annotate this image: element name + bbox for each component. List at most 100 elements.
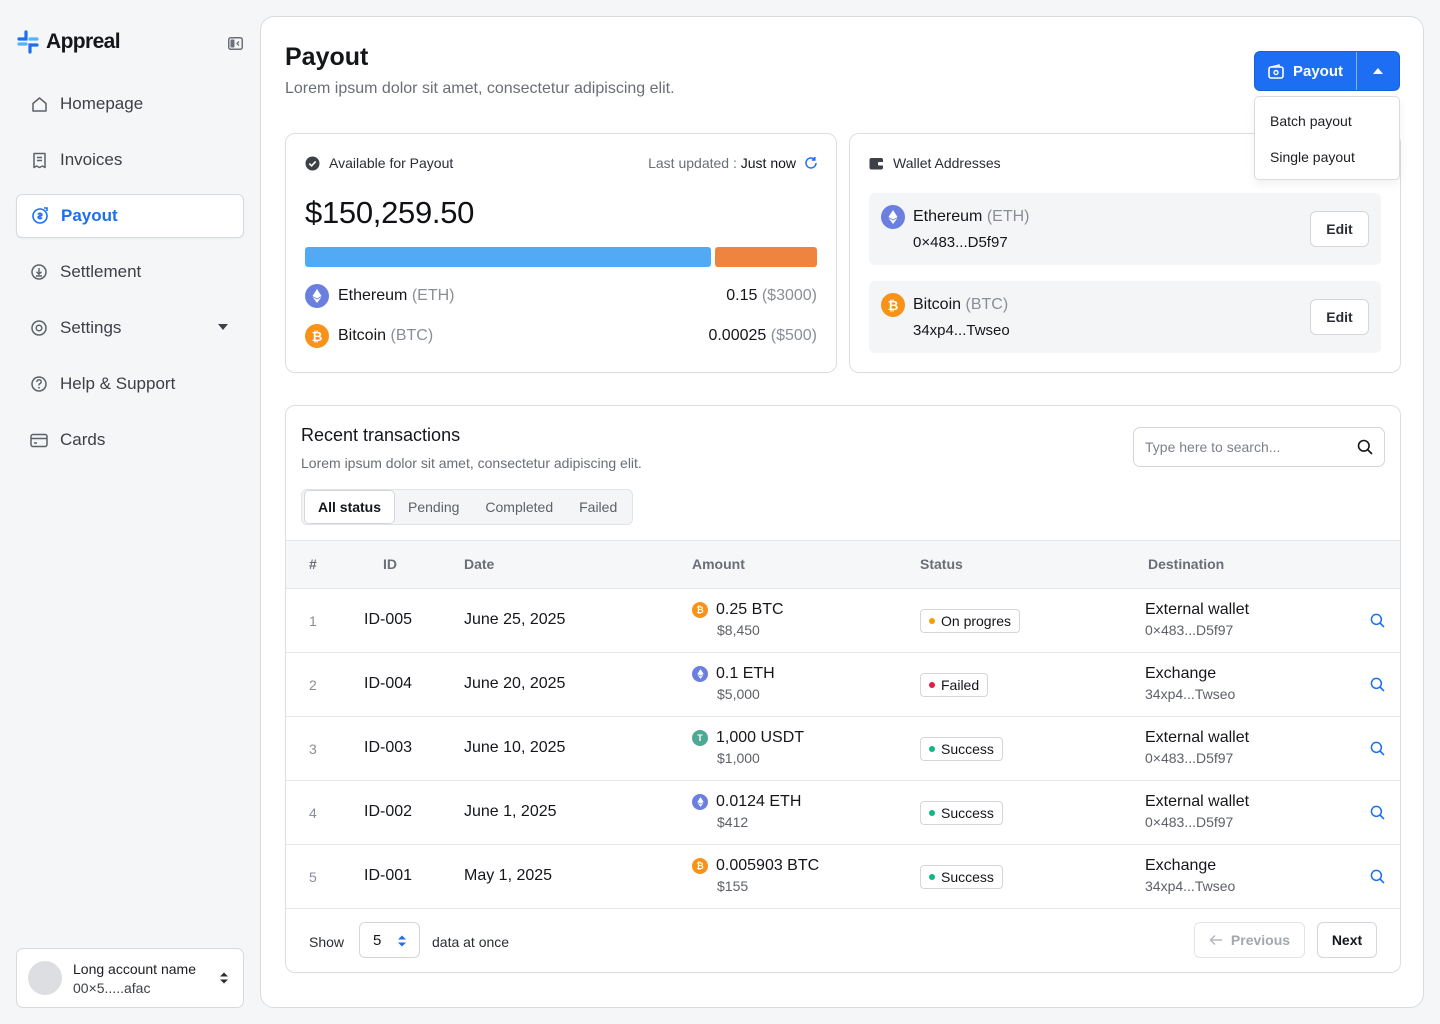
destination-name: Exchange	[1145, 857, 1217, 874]
search-input[interactable]	[1145, 439, 1345, 455]
amount-crypto: 0.0124 ETH	[716, 793, 802, 810]
coin-name: Bitcoin	[338, 327, 387, 344]
wallet-item-btc: ₿ Bitcoin (BTC) 34xp4...Twseo Edit	[869, 281, 1381, 353]
view-details-icon[interactable]	[1370, 613, 1385, 633]
page-subtitle: Lorem ipsum dolor sit amet, consectetur …	[285, 80, 675, 97]
column-header-date: Date	[464, 556, 495, 572]
view-details-icon[interactable]	[1370, 869, 1385, 889]
sidebar-item-help[interactable]: Help & Support	[16, 362, 244, 406]
sidebar: Appreal Homepage Invoices Payout	[0, 0, 260, 1024]
transaction-destination: External wallet 0×483...D5f97	[1145, 729, 1249, 766]
recent-transactions-card: Recent transactions Lorem ipsum dolor si…	[285, 405, 1401, 973]
row-number: 5	[309, 869, 317, 885]
available-amount: $150,259.50	[305, 195, 475, 230]
available-label: Available for Payout	[329, 155, 454, 171]
tab-all-status[interactable]: All status	[304, 490, 396, 524]
check-circle-icon	[305, 156, 320, 170]
refresh-icon[interactable]	[804, 156, 818, 170]
coin-ticker: (ETH)	[411, 287, 455, 304]
column-header-id: ID	[383, 556, 397, 572]
table-row[interactable]: 3 ID-003 June 10, 2025 T 1,000 USDT $1,000 Suc…	[286, 717, 1400, 781]
search-box	[1133, 427, 1385, 467]
sidebar-item-invoices[interactable]: Invoices	[16, 138, 244, 182]
wallet-ticker: (BTC)	[965, 296, 1009, 313]
amount-crypto: 0.1 ETH	[716, 665, 775, 682]
tab-failed[interactable]: Failed	[579, 499, 618, 515]
status-tabs: All status Pending Completed Failed	[301, 489, 634, 525]
chevron-up-icon[interactable]	[1357, 52, 1399, 90]
chevron-up-down-icon	[398, 935, 406, 947]
btc-bar-segment	[715, 247, 817, 267]
status-dot	[929, 682, 935, 688]
column-header-status: Status	[920, 556, 963, 572]
edit-wallet-button[interactable]: Edit	[1310, 299, 1369, 335]
menu-item-single-payout[interactable]: Single payout	[1270, 149, 1355, 165]
amount-usd: $8,450	[717, 622, 760, 638]
eth-icon	[881, 205, 905, 229]
btc-icon: ₿	[692, 858, 708, 874]
help-icon	[30, 375, 48, 393]
view-details-icon[interactable]	[1370, 677, 1385, 697]
sidebar-item-label: Settings	[60, 318, 122, 337]
page-size-value: 5	[373, 931, 382, 949]
payout-split-button: Payout	[1254, 51, 1400, 91]
transaction-date: June 25, 2025	[464, 611, 566, 628]
status-label: Success	[941, 869, 994, 885]
transaction-id: ID-004	[364, 675, 413, 692]
transactions-subtitle: Lorem ipsum dolor sit amet, consectetur …	[301, 455, 642, 471]
table-row[interactable]: 5 ID-001 May 1, 2025 ₿ 0.005903 BTC $155 Succe…	[286, 845, 1400, 909]
status-label: Success	[941, 741, 994, 757]
available-for-payout-card: Available for Payout Last updated : Just…	[285, 133, 837, 373]
table-row[interactable]: 4 ID-002 June 1, 2025 0.0124 ETH $412 Success…	[286, 781, 1400, 845]
eth-icon	[692, 794, 708, 810]
sidebar-item-settlement[interactable]: Settlement	[16, 250, 244, 294]
row-number: 3	[309, 741, 317, 757]
sidebar-item-label: Homepage	[60, 94, 144, 113]
tab-completed[interactable]: Completed	[485, 499, 554, 515]
amount-usd: $412	[717, 814, 749, 830]
chevron-down-icon[interactable]	[218, 324, 228, 330]
transaction-date: June 1, 2025	[464, 803, 557, 820]
account-switcher[interactable]: Long account name 00×5.....afac	[16, 948, 244, 1008]
transaction-destination: External wallet 0×483...D5f97	[1145, 793, 1249, 830]
destination-name: External wallet	[1145, 729, 1250, 746]
wallet-name: Ethereum	[913, 208, 983, 225]
amount-usd: $1,000	[717, 750, 760, 766]
payout-button[interactable]: Payout	[1255, 52, 1357, 90]
wallet-name: Bitcoin	[913, 296, 962, 313]
table-row[interactable]: 1 ID-005 June 25, 2025 ₿ 0.25 BTC $8,450 On pr…	[286, 589, 1400, 653]
tab-pending[interactable]: Pending	[408, 499, 460, 515]
row-number: 4	[309, 805, 317, 821]
column-header-amount: Amount	[692, 556, 745, 572]
view-details-icon[interactable]	[1370, 741, 1385, 761]
status-dot	[929, 874, 935, 880]
transaction-destination: Exchange 34xp4...Twseo	[1145, 665, 1235, 702]
next-button[interactable]: Next	[1317, 922, 1377, 958]
edit-wallet-button[interactable]: Edit	[1310, 211, 1369, 247]
coin-row-eth: Ethereum (ETH) 0.15 ($3000)	[305, 284, 817, 308]
coin-usd: ($500)	[770, 327, 817, 344]
coin-ticker: (BTC)	[390, 327, 434, 344]
previous-button[interactable]: Previous	[1194, 922, 1305, 958]
last-updated: Last updated : Just now	[648, 155, 818, 171]
sidebar-item-payout[interactable]: Payout	[16, 194, 244, 238]
transaction-amount: 0.0124 ETH $412	[692, 793, 801, 830]
search-icon[interactable]	[1357, 439, 1373, 455]
btc-icon: ₿	[881, 293, 905, 317]
view-details-icon[interactable]	[1370, 805, 1385, 825]
chevron-up-down-icon[interactable]	[219, 971, 229, 990]
sidebar-item-cards[interactable]: Cards	[16, 418, 244, 462]
previous-label: Previous	[1230, 932, 1291, 948]
page-size-select[interactable]: 5	[359, 922, 420, 958]
table-row[interactable]: 2 ID-004 June 20, 2025 0.1 ETH $5,000 Failed E…	[286, 653, 1400, 717]
sidebar-collapse-icon[interactable]	[228, 37, 243, 50]
app-logo[interactable]: Appreal	[16, 30, 121, 54]
transaction-amount: T 1,000 USDT $1,000	[692, 729, 804, 766]
destination-address: 0×483...D5f97	[1145, 750, 1234, 766]
account-address: 00×5.....afac	[73, 979, 151, 996]
menu-item-batch-payout[interactable]: Batch payout	[1270, 113, 1352, 129]
sidebar-item-homepage[interactable]: Homepage	[16, 82, 244, 126]
sidebar-item-settings[interactable]: Settings	[16, 306, 244, 350]
data-at-once-label: data at once	[432, 934, 510, 950]
logo-icon	[17, 30, 39, 54]
